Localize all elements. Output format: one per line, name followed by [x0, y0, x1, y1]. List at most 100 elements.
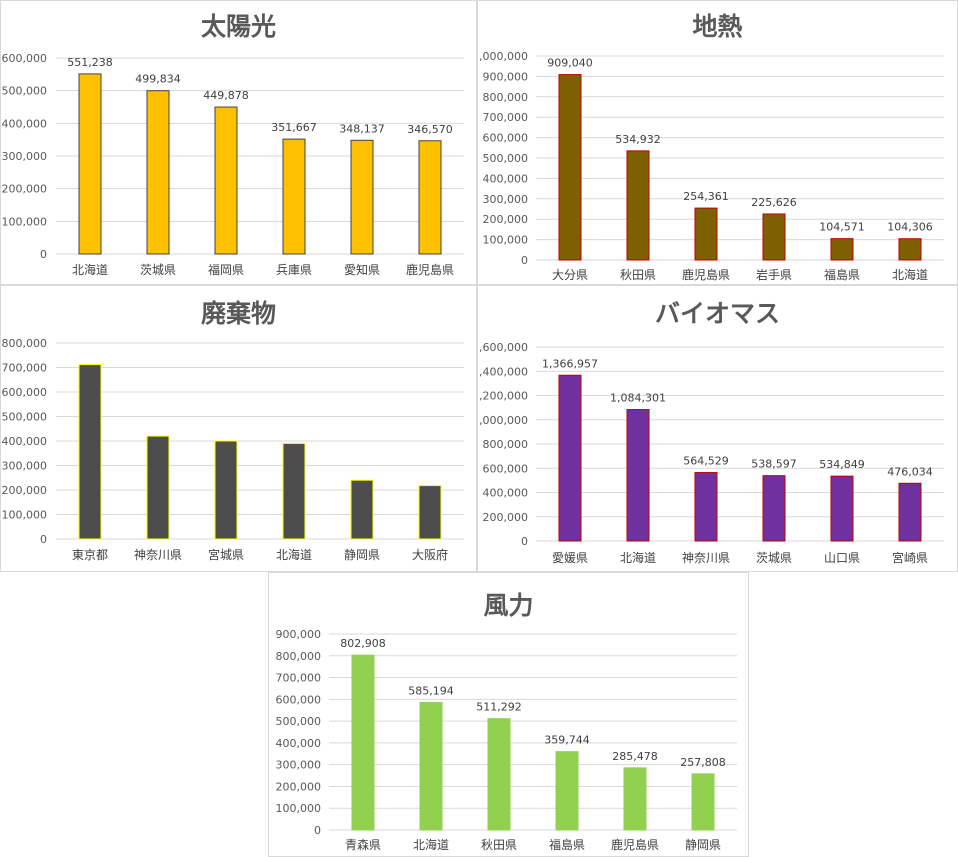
data-label: 254,361 — [683, 190, 729, 203]
bar — [146, 435, 170, 540]
bar — [146, 90, 170, 255]
x-tick-label: 鹿児島県 — [406, 262, 454, 277]
y-tick-label: 0 — [521, 254, 528, 267]
bar — [694, 472, 718, 542]
bar — [418, 485, 442, 540]
bar — [214, 106, 238, 255]
x-tick-label: 北海道 — [72, 262, 108, 277]
y-tick-label: 600,000 — [483, 462, 529, 475]
bar — [558, 74, 582, 261]
y-tick-label: 500,000 — [276, 715, 322, 728]
chart-panel-solar: 太陽光 0 100,000 200,000 300,000 400,000 500,000… — [0, 0, 477, 285]
x-tick-label: 愛媛県 — [552, 551, 588, 565]
y-tick-label: 600,000 — [2, 386, 48, 399]
bar — [898, 238, 922, 261]
bar — [418, 140, 442, 255]
y-tick-label: 400,000 — [483, 172, 529, 185]
chart-title: 廃棄物 — [200, 299, 276, 328]
bar — [898, 482, 922, 542]
y-tick-label: 600,000 — [483, 132, 529, 145]
data-label: 476,034 — [887, 465, 933, 478]
data-label: 104,306 — [887, 221, 933, 234]
x-tick-label: 北海道 — [276, 547, 312, 562]
y-tick-label: 300,000 — [2, 150, 48, 163]
bar — [282, 138, 306, 255]
x-tick-label: 大分県 — [552, 268, 588, 282]
x-tick-label: 宮崎県 — [892, 550, 928, 565]
x-tick-label: 静岡県 — [344, 548, 380, 562]
data-label: 534,932 — [615, 133, 661, 146]
y-tick-label: 300,000 — [483, 193, 529, 206]
x-tick-label: 山口県 — [824, 551, 860, 565]
y-tick-label: 1,200,000 — [478, 390, 528, 403]
bar — [558, 374, 582, 542]
data-label: 1,366,957 — [542, 357, 598, 370]
y-tick-label: 1,000,000 — [478, 50, 528, 63]
y-tick-label: 200,000 — [276, 780, 322, 793]
data-label: 225,626 — [751, 196, 797, 209]
y-tick-label: 100,000 — [483, 234, 529, 247]
data-label: 257,808 — [680, 756, 726, 769]
x-tick-label: 茨城県 — [140, 263, 176, 277]
x-tick-label: 北海道 — [620, 550, 656, 565]
data-label: 499,834 — [135, 73, 181, 86]
data-label: 449,878 — [203, 89, 249, 102]
y-tick-label: 800,000 — [483, 438, 529, 451]
data-label: 359,744 — [544, 734, 590, 747]
x-tick-label: 福岡県 — [208, 262, 244, 277]
bar — [350, 479, 374, 540]
y-tick-label: 500,000 — [2, 411, 48, 424]
chart-title: 風力 — [483, 591, 534, 620]
data-label: 909,040 — [547, 57, 593, 70]
y-tick-label: 0 — [40, 248, 47, 261]
bar — [419, 702, 443, 831]
x-tick-label: 茨城県 — [756, 551, 792, 565]
y-tick-label: 900,000 — [483, 70, 529, 83]
y-tick-label: 700,000 — [483, 111, 529, 124]
data-label: 802,908 — [340, 637, 386, 650]
chart-title: バイオマス — [654, 299, 780, 328]
data-label: 104,571 — [819, 221, 865, 234]
x-tick-label: 東京都 — [72, 548, 108, 562]
bar — [351, 654, 375, 831]
y-tick-label: 600,000 — [2, 52, 48, 65]
y-tick-label: 400,000 — [483, 487, 529, 500]
data-label: 551,238 — [67, 56, 113, 69]
y-tick-label: 700,000 — [2, 362, 48, 375]
x-tick-label: 静岡県 — [685, 838, 721, 852]
x-tick-label: 神奈川県 — [134, 548, 182, 562]
bar — [282, 442, 306, 540]
bar — [762, 475, 786, 542]
data-label: 534,849 — [819, 458, 865, 471]
y-tick-label: 100,000 — [2, 509, 48, 522]
y-tick-label: 100,000 — [2, 215, 48, 228]
y-tick-label: 500,000 — [2, 85, 48, 98]
data-label: 538,597 — [751, 458, 797, 471]
x-tick-label: 北海道 — [413, 837, 449, 852]
bar — [214, 440, 238, 540]
bar — [626, 409, 650, 542]
x-tick-label: 鹿児島県 — [611, 837, 659, 852]
y-tick-label: 200,000 — [483, 213, 529, 226]
bar — [762, 213, 786, 261]
chart-panel-geothermal: 地熱 0 100,000 200,000 300,000 400,000 500,000 6… — [477, 0, 958, 285]
x-tick-label: 兵庫県 — [276, 263, 312, 277]
y-tick-label: 300,000 — [276, 759, 322, 772]
y-tick-label: 1,600,000 — [478, 341, 528, 354]
data-label: 351,667 — [271, 121, 317, 134]
x-tick-label: 福島県 — [824, 267, 860, 282]
bar — [830, 238, 854, 261]
x-tick-label: 大阪府 — [412, 547, 448, 562]
y-tick-label: 800,000 — [276, 650, 322, 663]
chart-plot: 0 100,000 200,000 300,000 400,000 500,000 600,… — [276, 628, 737, 852]
data-label: 564,529 — [683, 455, 729, 468]
y-tick-label: 900,000 — [276, 628, 322, 641]
y-tick-label: 600,000 — [276, 693, 322, 706]
bar — [78, 73, 102, 255]
data-label: 511,292 — [476, 701, 522, 714]
y-tick-label: 1,000,000 — [478, 414, 528, 427]
bar — [830, 475, 854, 542]
y-tick-label: 200,000 — [2, 183, 48, 196]
bar — [350, 139, 374, 255]
y-tick-label: 400,000 — [276, 737, 322, 750]
